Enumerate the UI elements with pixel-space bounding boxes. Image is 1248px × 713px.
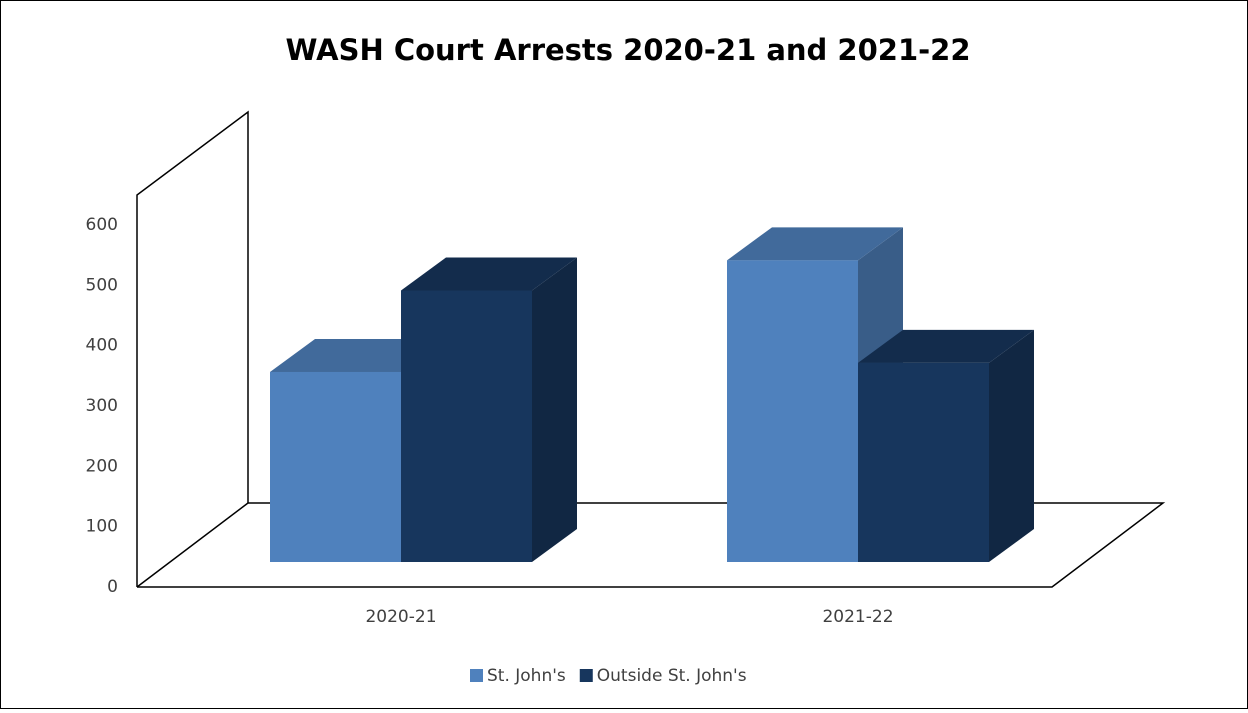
bar-top xyxy=(401,257,577,291)
walls xyxy=(136,110,1166,588)
wall-edge xyxy=(136,502,249,588)
legend-swatch xyxy=(579,669,593,682)
chart-title: WASH Court Arrests 2020-21 and 2021-22 xyxy=(285,33,970,67)
bar xyxy=(270,371,401,562)
y-tick-label: 200 xyxy=(86,456,118,476)
y-tick-label: 300 xyxy=(86,396,118,416)
bar-side xyxy=(989,329,1034,562)
bar xyxy=(858,362,989,562)
bar xyxy=(401,290,532,562)
legend-label: Outside St. John's xyxy=(597,666,747,686)
y-tick-label: 500 xyxy=(86,275,118,295)
bar-side xyxy=(532,257,577,562)
x-tick-label: 2020-21 xyxy=(365,607,436,627)
y-tick-label: 400 xyxy=(86,336,118,356)
y-tick-label: 100 xyxy=(86,517,118,537)
bar xyxy=(727,260,858,562)
legend-swatch xyxy=(470,669,483,682)
x-tick-label: 2021-22 xyxy=(822,607,893,627)
legend-label: St. John's xyxy=(487,666,566,686)
bar-top xyxy=(727,227,903,261)
y-tick-label: 0 xyxy=(107,577,118,597)
bar-top xyxy=(858,329,1034,363)
y-tick-label: 600 xyxy=(86,215,118,235)
